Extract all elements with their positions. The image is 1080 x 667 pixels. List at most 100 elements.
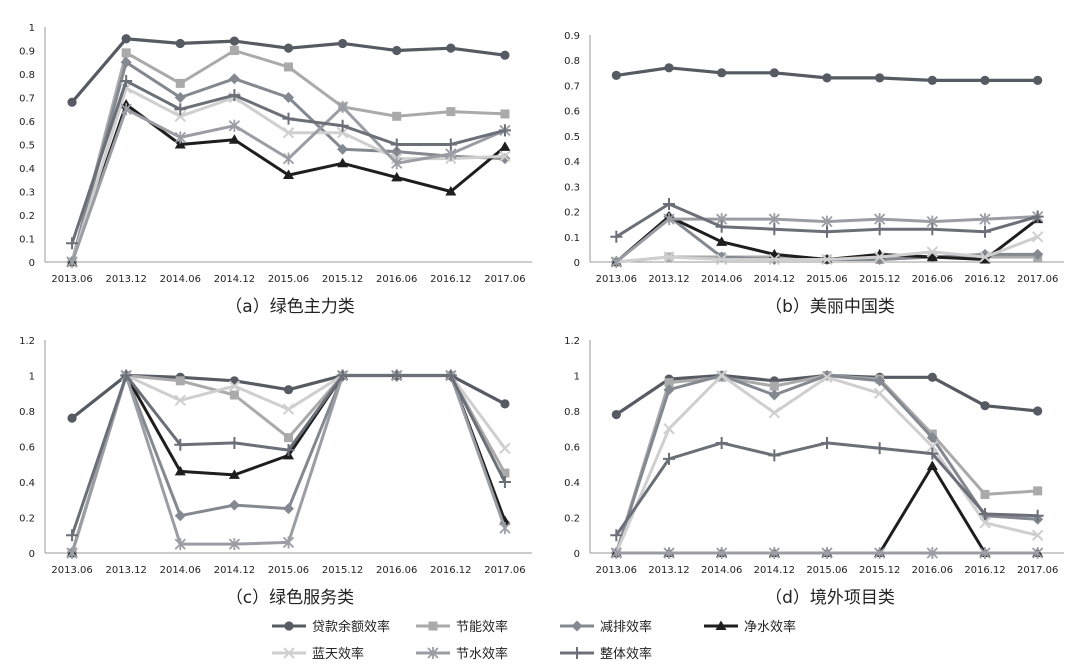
data-point	[229, 390, 239, 400]
y-tick-label: 0.1	[564, 233, 580, 244]
data-point	[282, 536, 295, 549]
data-point	[67, 97, 77, 107]
data-point	[979, 251, 991, 263]
data-point	[926, 432, 938, 444]
y-tick-label: 0.8	[19, 407, 35, 418]
x-tick-label: 2013.12	[648, 274, 689, 285]
data-point	[499, 141, 511, 151]
data-point	[499, 150, 511, 162]
data-point	[979, 517, 991, 529]
y-tick-label: 0.8	[564, 407, 580, 418]
data-point	[391, 146, 403, 158]
x-tick-label: 2015.06	[806, 565, 847, 576]
series-6	[66, 100, 511, 268]
chart-caption: （b）美丽中国类	[765, 297, 895, 317]
data-point	[874, 547, 886, 559]
data-point	[390, 138, 403, 151]
data-point	[282, 403, 295, 415]
charts-container: 0 0.1 0.2 0.3 0.4 0.5 0.6 0.7 0.8 0.9 1 2013.06 2013…	[19, 23, 1064, 608]
data-point	[283, 503, 294, 515]
x-tick-label: 2014.06	[701, 274, 742, 285]
data-point	[768, 389, 780, 401]
x-tick-label: 2013.06	[51, 274, 92, 285]
series-7	[610, 436, 1044, 542]
series-7	[66, 369, 511, 542]
data-point	[390, 369, 403, 382]
data-point	[121, 48, 131, 58]
data-point	[499, 153, 511, 165]
data-point	[228, 538, 241, 551]
series-6	[66, 369, 511, 559]
data-point	[821, 215, 833, 228]
legend-label: 减排效率	[600, 619, 652, 635]
data-point	[175, 78, 185, 88]
data-point	[174, 394, 186, 407]
data-point	[926, 447, 939, 460]
data-point	[228, 89, 241, 102]
series-line	[70, 374, 507, 554]
series-4	[610, 460, 1044, 557]
y-tick-label: 1	[574, 372, 580, 383]
chart-caption: （a）绿色主力类	[225, 297, 354, 317]
data-point	[821, 436, 833, 449]
data-point	[283, 169, 294, 180]
legend-marker	[427, 647, 439, 659]
legend-item: 节水效率	[416, 646, 508, 662]
data-point	[927, 75, 937, 85]
x-tick-label: 2013.06	[596, 565, 637, 576]
y-tick-label: 0.6	[19, 443, 35, 454]
x-tick-label: 2014.12	[754, 565, 795, 576]
series-3	[610, 370, 1044, 559]
data-point	[979, 547, 991, 559]
data-point	[875, 73, 885, 83]
data-point	[446, 43, 456, 53]
data-point	[927, 372, 937, 382]
x-tick-label: 2016.06	[912, 274, 953, 285]
legend-label: 节水效率	[456, 646, 508, 662]
y-tick-label: 0.7	[564, 81, 580, 92]
x-tick-label: 2014.12	[754, 274, 795, 285]
data-point	[822, 73, 832, 83]
x-tick-label: 2017.06	[484, 274, 525, 285]
legend-item: 净水效率	[704, 619, 796, 635]
data-point	[926, 440, 939, 453]
data-point	[445, 186, 457, 196]
series-7	[610, 197, 1044, 243]
data-point	[979, 225, 991, 238]
data-point	[174, 110, 186, 123]
data-point	[444, 138, 457, 151]
series-7	[66, 75, 511, 250]
y-tick-label: 0.2	[564, 208, 580, 219]
legend-marker	[283, 647, 295, 659]
data-point	[1033, 75, 1043, 85]
series-1	[611, 63, 1043, 85]
data-point	[663, 213, 675, 226]
x-tick-label: 2015.12	[859, 274, 900, 285]
legend-marker	[284, 621, 294, 631]
x-tick-label: 2017.06	[1017, 274, 1058, 285]
x-tick-label: 2015.12	[322, 274, 363, 285]
data-point	[229, 46, 239, 55]
data-point	[768, 449, 781, 462]
data-point	[664, 378, 674, 388]
data-point	[338, 38, 348, 49]
y-tick-label: 0	[574, 258, 580, 269]
y-tick-label: 0.4	[564, 157, 580, 168]
data-point	[174, 438, 187, 451]
data-point	[499, 442, 511, 454]
data-point	[446, 107, 456, 117]
data-point	[874, 213, 886, 226]
data-point	[768, 213, 780, 226]
data-point	[120, 103, 132, 116]
data-point	[926, 246, 939, 258]
data-point	[284, 62, 293, 72]
y-tick-label: 0.9	[564, 31, 580, 42]
y-tick-label: 0.6	[19, 117, 35, 128]
data-point	[121, 34, 131, 44]
data-point	[873, 251, 886, 263]
data-point	[391, 157, 403, 170]
data-point	[768, 547, 780, 559]
data-point	[228, 436, 241, 449]
legend-item: 节能效率	[416, 619, 508, 635]
